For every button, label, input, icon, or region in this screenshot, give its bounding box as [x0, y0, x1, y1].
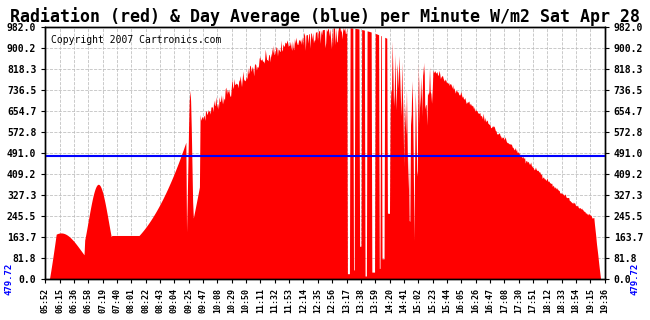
Text: Copyright 2007 Cartronics.com: Copyright 2007 Cartronics.com [51, 35, 221, 45]
Text: 479.72: 479.72 [5, 263, 14, 295]
Text: 479.72: 479.72 [631, 263, 640, 295]
Title: Solar Radiation (red) & Day Average (blue) per Minute W/m2 Sat Apr 28 19:48: Solar Radiation (red) & Day Average (blu… [0, 7, 650, 26]
